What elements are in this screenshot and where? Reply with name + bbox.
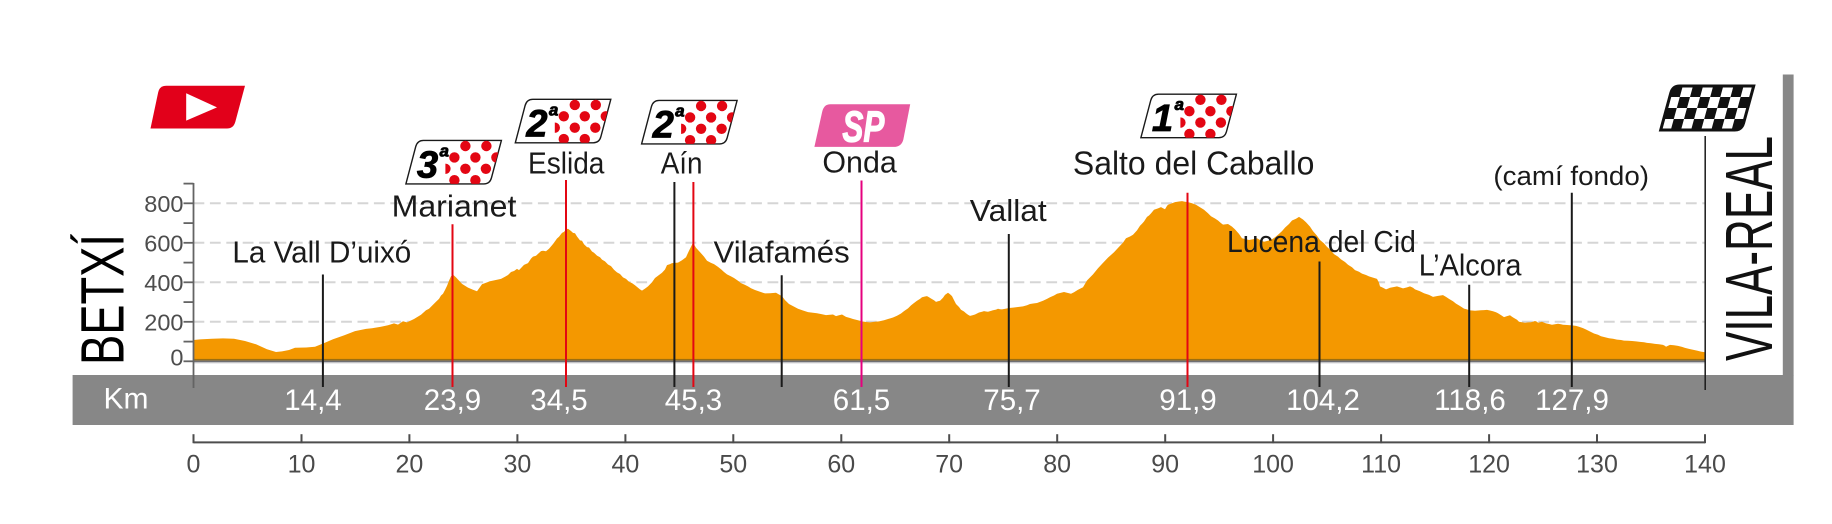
svg-text:VILA-REAL: VILA-REAL (1712, 136, 1787, 361)
svg-text:120: 120 (1468, 451, 1510, 479)
svg-text:34,5: 34,5 (530, 384, 587, 417)
svg-text:70: 70 (935, 451, 963, 479)
svg-text:75,7: 75,7 (983, 384, 1040, 417)
svg-text:60: 60 (827, 451, 855, 479)
svg-text:0: 0 (170, 344, 183, 370)
svg-text:80: 80 (1043, 451, 1071, 479)
svg-text:Vallat: Vallat (970, 193, 1047, 228)
svg-text:(camí fondo): (camí fondo) (1493, 161, 1649, 191)
svg-text:600: 600 (144, 230, 183, 256)
svg-text:La Vall D’uixó: La Vall D’uixó (232, 234, 411, 269)
svg-text:50: 50 (719, 451, 747, 479)
svg-text:200: 200 (144, 309, 183, 335)
svg-text:Marianet: Marianet (392, 188, 517, 223)
svg-text:400: 400 (144, 270, 183, 296)
svg-text:130: 130 (1576, 451, 1618, 479)
svg-text:Lucena del Cid: Lucena del Cid (1227, 224, 1416, 259)
svg-text:Aín: Aín (661, 146, 703, 181)
svg-text:104,2: 104,2 (1286, 384, 1360, 417)
svg-text:800: 800 (144, 191, 183, 217)
svg-text:Salto del Caballo: Salto del Caballo (1073, 144, 1315, 181)
svg-text:100: 100 (1252, 451, 1294, 479)
svg-text:30: 30 (503, 451, 531, 479)
svg-text:140: 140 (1684, 451, 1726, 479)
svg-text:40: 40 (611, 451, 639, 479)
svg-text:BETXÍ: BETXÍ (68, 234, 137, 365)
svg-text:Vilafamés: Vilafamés (714, 234, 850, 269)
svg-text:127,9: 127,9 (1535, 384, 1609, 417)
svg-text:23,9: 23,9 (424, 384, 481, 417)
svg-text:2ª: 2ª (525, 100, 558, 145)
svg-text:SP: SP (842, 103, 884, 152)
svg-text:90: 90 (1151, 451, 1179, 479)
svg-text:20: 20 (395, 451, 423, 479)
svg-text:Onda: Onda (822, 145, 897, 180)
svg-text:Km: Km (104, 382, 149, 415)
svg-text:0: 0 (187, 451, 201, 479)
svg-text:10: 10 (288, 451, 316, 479)
svg-text:14,4: 14,4 (284, 384, 341, 417)
svg-text:45,3: 45,3 (665, 384, 722, 417)
svg-text:110: 110 (1361, 451, 1401, 479)
svg-text:61,5: 61,5 (833, 384, 890, 417)
svg-text:Eslida: Eslida (528, 146, 605, 181)
svg-text:118,6: 118,6 (1434, 384, 1506, 417)
svg-text:91,9: 91,9 (1159, 384, 1216, 417)
svg-text:L’Alcora: L’Alcora (1419, 247, 1522, 282)
